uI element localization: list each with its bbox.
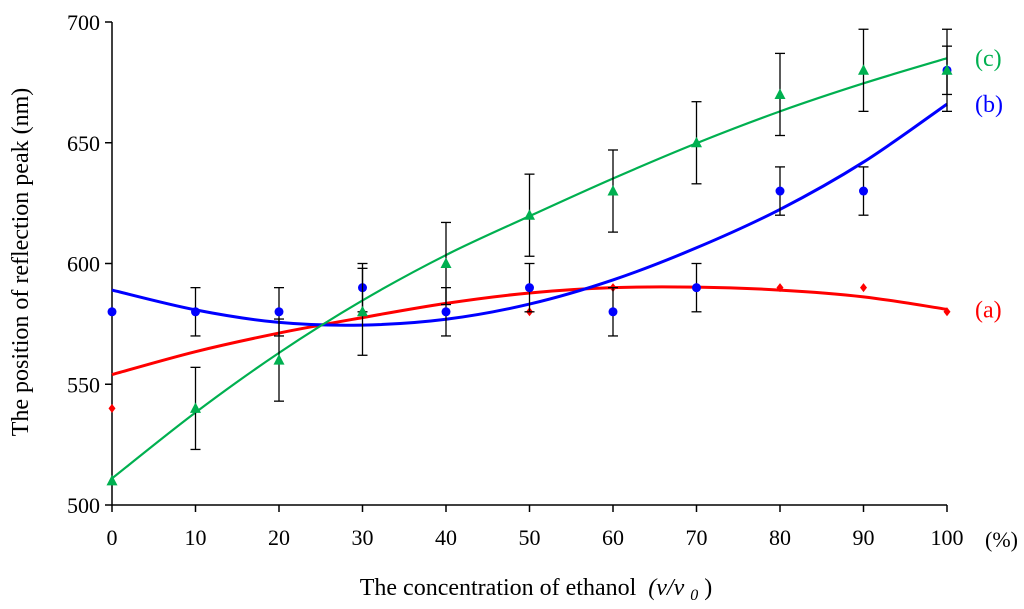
- x-tick-label: 0: [107, 525, 118, 550]
- x-tick-label: 90: [853, 525, 875, 550]
- data-point: [858, 64, 869, 75]
- data-point: [941, 64, 953, 75]
- series-2: (c): [106, 28, 1002, 486]
- data-point: [859, 186, 868, 196]
- y-tick-label: 500: [67, 493, 100, 518]
- x-axis-title-text: The concentration of ethanol: [360, 575, 637, 601]
- x-unit-label: (%): [985, 527, 1018, 552]
- data-point: [774, 88, 786, 99]
- data-point: [692, 283, 701, 293]
- data-point: [357, 305, 368, 317]
- data-point: [190, 402, 201, 413]
- x-tick-label: 20: [268, 525, 290, 550]
- x-ticks: 0 10 20 30 40 50 60 70 80 90 100: [107, 505, 964, 550]
- axes: 500 550 600 650 700 0 10 20 30 40 50 60 70 80 90 100: [67, 10, 964, 550]
- data-point: [106, 474, 118, 486]
- data-point: [776, 283, 784, 293]
- y-axis-title: The position of reflection peak (nm): [8, 88, 34, 437]
- data-point: [107, 307, 117, 317]
- series-label-2: (c): [975, 46, 1002, 72]
- series-1: (b): [107, 45, 1003, 337]
- x-tick-label: 80: [769, 525, 791, 550]
- data-point: [775, 186, 785, 196]
- x-tick-label: 70: [686, 525, 708, 550]
- data-point: [860, 283, 867, 293]
- x-tick-label: 10: [185, 525, 207, 550]
- data-point: [525, 283, 534, 293]
- data-point: [108, 403, 116, 413]
- data-point: [274, 307, 284, 317]
- x-axis-title-subscript: 0: [690, 587, 698, 604]
- x-tick-label: 30: [352, 525, 374, 550]
- series-label-0: (a): [975, 297, 1002, 323]
- data-point: [607, 185, 619, 196]
- y-tick-label: 600: [67, 252, 100, 277]
- x-axis-title-close: ): [704, 575, 712, 601]
- data-point: [440, 257, 452, 268]
- data-point: [524, 209, 535, 220]
- x-axis-title-ratio: (v/v: [648, 575, 684, 601]
- data-point: [441, 307, 451, 317]
- data-point: [608, 307, 618, 317]
- x-axis-title: The concentration of ethanol (v/v 0 ): [360, 575, 713, 606]
- x-tick-label: 40: [435, 525, 457, 550]
- data-point: [943, 307, 951, 317]
- x-tick-label: 100: [931, 525, 964, 550]
- y-tick-label: 650: [67, 131, 100, 156]
- series-label-1: (b): [975, 92, 1003, 118]
- y-tick-label: 700: [67, 10, 100, 35]
- series-layer: (a) (b) (c): [106, 28, 1003, 486]
- data-point: [691, 136, 702, 148]
- series-0: (a): [108, 283, 1002, 413]
- data-point: [273, 354, 285, 365]
- x-tick-label: 60: [602, 525, 624, 550]
- data-point: [191, 307, 200, 317]
- x-tick-label: 50: [519, 525, 541, 550]
- y-tick-label: 550: [67, 372, 100, 397]
- y-ticks: 500 550 600 650 700: [67, 10, 112, 518]
